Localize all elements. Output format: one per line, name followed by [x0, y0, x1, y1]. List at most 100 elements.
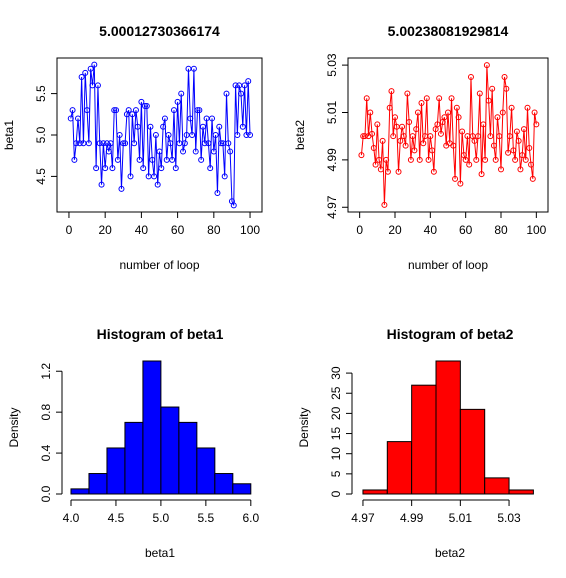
point: [409, 133, 416, 140]
point: [167, 140, 174, 147]
point: [478, 171, 485, 178]
point: [395, 168, 402, 175]
point: [494, 114, 501, 121]
hist-bar: [142, 360, 162, 495]
point: [414, 109, 421, 116]
y-tick-label: 0: [329, 490, 343, 497]
point: [508, 104, 515, 111]
panel-title: Histogram of beta1: [97, 326, 224, 342]
point: [476, 90, 483, 97]
point: [450, 142, 457, 149]
x-tick-label: 0: [66, 223, 73, 237]
point: [147, 123, 154, 130]
x-tick-label: 4.99: [400, 511, 424, 525]
point: [526, 145, 533, 152]
point: [100, 140, 107, 147]
point: [358, 152, 365, 159]
point: [143, 103, 150, 110]
hist-bar: [508, 489, 534, 495]
point: [237, 90, 244, 97]
point: [411, 147, 418, 154]
point: [436, 95, 443, 102]
point: [381, 201, 388, 208]
hist-bar: [178, 421, 198, 495]
point: [243, 132, 250, 138]
point: [485, 97, 492, 104]
point: [180, 148, 187, 155]
hist-bar: [459, 408, 486, 495]
point: [247, 132, 254, 138]
point: [169, 156, 176, 163]
point: [205, 140, 212, 147]
hist-bar: [386, 441, 413, 495]
hist-bar: [88, 473, 108, 495]
point: [402, 142, 409, 149]
point: [158, 165, 165, 172]
point: [471, 137, 478, 144]
point: [67, 115, 74, 122]
point: [232, 82, 239, 89]
point: [397, 137, 404, 144]
point: [239, 123, 246, 130]
x-axis-label: number of loop: [408, 258, 488, 272]
point: [196, 107, 203, 114]
x-tick-label: 4.5: [108, 511, 125, 525]
x-axis-label: number of loop: [119, 258, 199, 272]
hist-bar: [435, 360, 461, 495]
point: [129, 111, 136, 118]
x-tick-label: 5.0: [153, 511, 170, 525]
point: [498, 166, 505, 173]
point: [437, 130, 444, 137]
y-tick-label: 5: [329, 470, 343, 477]
y-tick-label: 1.2: [39, 363, 53, 380]
point: [391, 114, 398, 121]
point: [84, 107, 91, 114]
point: [506, 133, 513, 140]
point: [138, 98, 145, 105]
panel-title: 5.00012730366174: [99, 23, 220, 39]
y-tick-label: 20: [329, 406, 343, 420]
point: [496, 133, 503, 140]
point: [515, 137, 522, 144]
point: [212, 132, 219, 138]
point: [473, 156, 480, 163]
x-axis-label: beta2: [435, 546, 465, 560]
hist-bar: [484, 477, 510, 495]
point: [120, 140, 127, 147]
x-tick-label: 5.5: [198, 511, 215, 525]
point: [399, 123, 406, 130]
point: [531, 109, 538, 116]
y-tick-label: 25: [329, 386, 343, 400]
point: [505, 149, 512, 156]
point: [132, 107, 139, 114]
hist-bar: [196, 447, 216, 495]
point: [404, 90, 411, 97]
point: [406, 118, 413, 125]
point: [369, 130, 376, 137]
point: [170, 107, 177, 114]
point: [174, 98, 181, 105]
point: [165, 132, 172, 138]
hist-bar: [124, 421, 144, 495]
point: [241, 82, 248, 89]
point: [453, 104, 460, 111]
panel-title: 5.00238081929814: [388, 23, 509, 39]
x-tick-label: 5.03: [497, 511, 521, 525]
point: [113, 107, 120, 114]
x-tick-label: 5.01: [449, 511, 473, 525]
point: [441, 114, 448, 121]
point: [154, 181, 161, 188]
point: [227, 148, 234, 155]
point: [533, 121, 540, 128]
x-tick-label: 80: [494, 223, 508, 237]
point: [94, 82, 101, 89]
point: [103, 140, 110, 147]
point: [93, 165, 100, 172]
point: [383, 156, 390, 163]
y-tick-label: 30: [329, 366, 343, 380]
point: [190, 65, 197, 72]
point: [82, 69, 89, 76]
point: [420, 140, 427, 147]
point: [388, 88, 395, 95]
